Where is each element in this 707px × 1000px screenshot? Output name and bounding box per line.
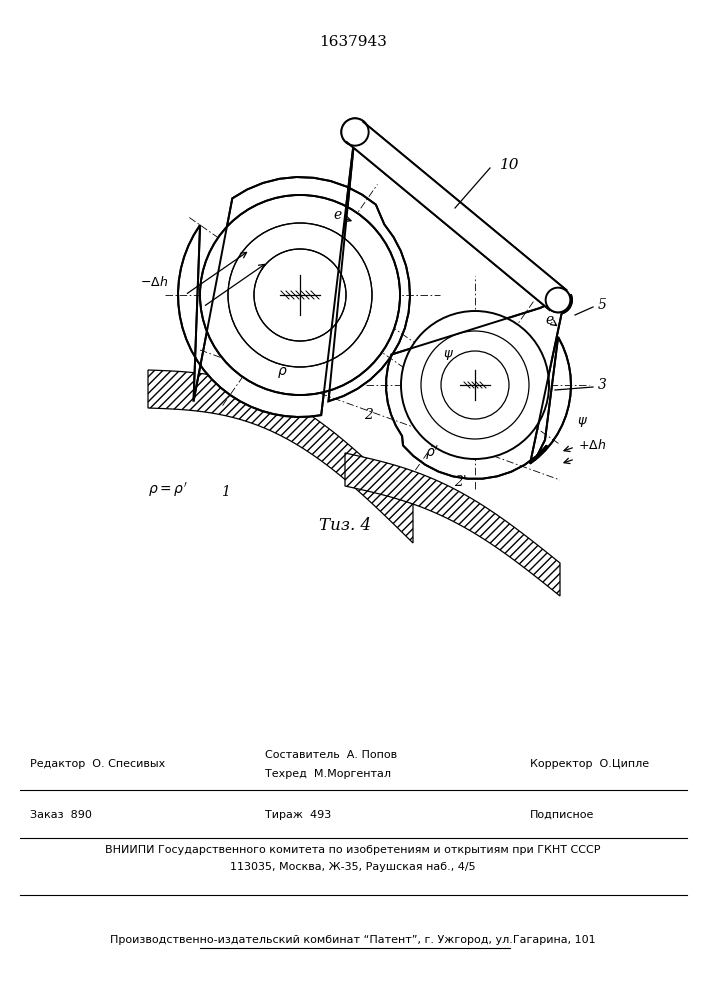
Text: 1: 1 — [221, 485, 230, 499]
Text: Подписное: Подписное — [530, 810, 595, 820]
Text: $\rho'$: $\rho'$ — [425, 444, 439, 462]
Text: ВНИИПИ Государственного комитета по изобретениям и открытиям при ГКНТ СССР: ВНИИПИ Государственного комитета по изоб… — [105, 845, 601, 855]
Text: $+\Delta h$: $+\Delta h$ — [578, 438, 606, 452]
Polygon shape — [346, 122, 566, 310]
Text: 2: 2 — [363, 408, 373, 422]
Polygon shape — [148, 370, 413, 543]
Text: Тираж  493: Тираж 493 — [265, 810, 332, 820]
Text: e: e — [546, 313, 554, 327]
Text: $-\Delta h$: $-\Delta h$ — [140, 275, 168, 289]
Text: e: e — [334, 208, 342, 222]
Text: Составитель  А. Попов: Составитель А. Попов — [265, 750, 397, 760]
Circle shape — [441, 351, 509, 419]
Text: 2': 2' — [454, 475, 467, 489]
Text: $\rho=\rho'$: $\rho=\rho'$ — [148, 481, 188, 499]
Text: 5: 5 — [598, 298, 607, 312]
Circle shape — [200, 195, 400, 395]
Text: 10: 10 — [500, 158, 520, 172]
Circle shape — [228, 223, 372, 367]
Circle shape — [546, 288, 571, 312]
Text: Корректор  О.Ципле: Корректор О.Ципле — [530, 759, 649, 769]
Text: 113035, Москва, Ж-35, Раушская наб., 4/5: 113035, Москва, Ж-35, Раушская наб., 4/5 — [230, 862, 476, 872]
Circle shape — [546, 288, 571, 312]
Text: 1637943: 1637943 — [319, 35, 387, 49]
Circle shape — [341, 118, 368, 146]
Text: Производственно-издательский комбинат “Патент”, г. Ужгород, ул.Гагарина, 101: Производственно-издательский комбинат “П… — [110, 935, 596, 945]
Polygon shape — [178, 132, 410, 417]
Polygon shape — [386, 295, 572, 479]
Text: Τиз. 4: Τиз. 4 — [319, 516, 371, 534]
Text: 3: 3 — [598, 378, 607, 392]
Text: $\rho$: $\rho$ — [276, 364, 287, 379]
Polygon shape — [345, 453, 560, 596]
Text: $\psi$: $\psi$ — [443, 348, 453, 362]
Circle shape — [401, 311, 549, 459]
Circle shape — [341, 118, 368, 146]
Circle shape — [421, 331, 529, 439]
Circle shape — [254, 249, 346, 341]
Polygon shape — [346, 122, 566, 310]
Text: Техред  М.Моргентал: Техред М.Моргентал — [265, 769, 391, 779]
Text: $\psi$: $\psi$ — [576, 415, 588, 429]
Text: Редактор  О. Спесивых: Редактор О. Спесивых — [30, 759, 165, 769]
Text: Заказ  890: Заказ 890 — [30, 810, 92, 820]
